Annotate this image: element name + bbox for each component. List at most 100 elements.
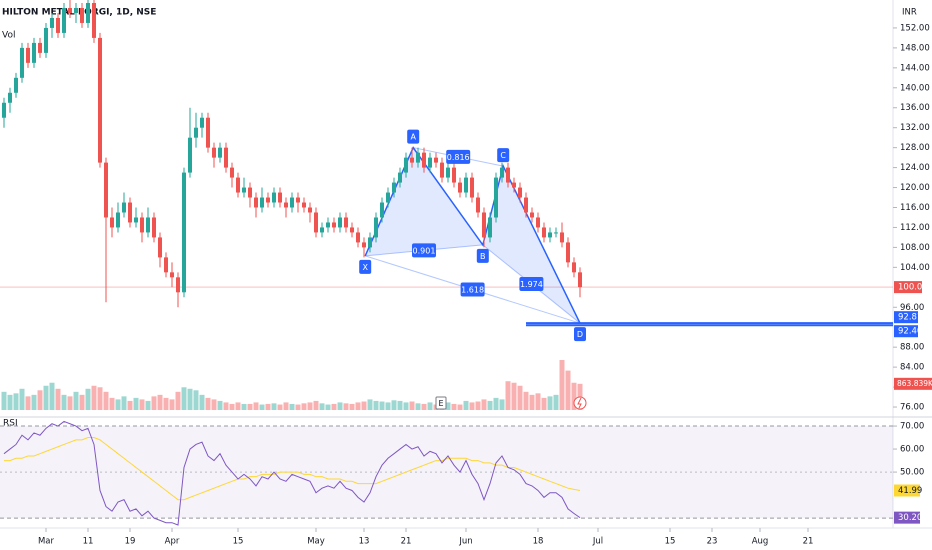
volume-bar — [1, 391, 7, 410]
volume-bar — [529, 394, 535, 410]
point-box — [574, 327, 586, 342]
volume-bar — [541, 397, 547, 410]
volume-bar — [307, 402, 313, 410]
candle-body — [266, 197, 270, 203]
currency: INR — [902, 8, 917, 18]
y-tick-label: 112.00 — [900, 223, 930, 233]
candle-body — [254, 197, 258, 208]
candle-body — [158, 237, 162, 258]
event-label: E — [438, 399, 443, 408]
volume-bar — [313, 400, 319, 410]
volume-bar — [139, 399, 145, 410]
volume-bar — [151, 396, 157, 410]
volume-bar — [559, 360, 565, 410]
candle-body — [314, 212, 318, 233]
volume-bar — [511, 382, 517, 410]
volume-bar — [349, 403, 355, 410]
candle-body — [278, 192, 282, 203]
rsi-line — [3, 420, 581, 526]
rsi-tick-label: 70.00 — [900, 422, 924, 432]
volume-bar — [397, 400, 403, 410]
candle-body — [32, 42, 36, 63]
y-tick-label: 144.00 — [900, 63, 930, 73]
volume-bar — [97, 387, 103, 410]
candle-body — [380, 202, 384, 218]
volume-bar — [127, 400, 133, 410]
candle-body — [548, 232, 552, 238]
volume-bar — [415, 403, 421, 410]
volume-label: 863.839K — [897, 379, 932, 388]
y-tick-label: 88.00 — [900, 343, 924, 353]
candle-body — [464, 177, 468, 193]
point-box — [497, 148, 510, 163]
chart-title: HILTON METAL FORGI, 1D, NSE — [2, 8, 156, 18]
candle-body — [98, 37, 102, 163]
y-tick-label: 104.00 — [900, 263, 930, 273]
volume-bar — [403, 402, 409, 410]
candle-body — [128, 202, 132, 223]
ratio-label: 0.816 — [447, 153, 470, 162]
candle-body — [80, 7, 84, 23]
candle-body — [440, 162, 444, 178]
volume-bar — [289, 403, 295, 410]
candle-body — [134, 217, 138, 223]
candle-body — [116, 212, 120, 228]
pattern-xab — [365, 147, 483, 256]
point-box — [359, 259, 372, 274]
candle-body — [236, 177, 240, 193]
ratio-label: 0.901 — [413, 246, 436, 255]
y-tick-label: 124.00 — [900, 163, 930, 173]
candle-body — [170, 272, 174, 278]
candle-body — [230, 167, 234, 178]
rsi-tick-label: 50.00 — [900, 468, 924, 478]
x-tick-label: 21 — [401, 537, 412, 547]
volume-bar — [229, 403, 235, 410]
volume-bar — [463, 400, 469, 410]
candle-body — [374, 217, 378, 238]
volume-bar — [469, 402, 475, 410]
candle-body — [458, 182, 462, 193]
volume-bar — [145, 400, 151, 410]
candle-body — [536, 217, 540, 228]
x-tick-label: 15 — [665, 537, 676, 547]
candle-body — [416, 152, 420, 163]
ratio-label: 1.974 — [520, 280, 543, 289]
volume-bar — [109, 397, 115, 410]
level-label: 92.40 — [898, 327, 922, 337]
rsi-label: 30.20 — [898, 513, 922, 523]
candle-body — [14, 77, 18, 93]
volume-bar — [337, 402, 343, 410]
volume-bar — [163, 397, 169, 410]
level-box — [894, 311, 918, 324]
candle-body — [146, 217, 150, 233]
volume-bar — [367, 399, 373, 410]
candle-body — [200, 117, 204, 128]
volume-bar — [271, 403, 277, 410]
volume-bar — [79, 394, 85, 410]
candle-body — [8, 92, 12, 103]
x-tick-label: Mar — [38, 537, 55, 547]
candle-body — [332, 222, 336, 228]
volume-label-box — [894, 377, 932, 390]
y-tick-label: 84.00 — [900, 363, 924, 373]
candle-body — [392, 182, 396, 193]
volume-bar — [265, 403, 271, 410]
level-label: 92.81 — [898, 313, 922, 323]
volume-bar — [13, 393, 19, 410]
volume-bar — [67, 396, 73, 410]
ratio-box — [412, 243, 436, 258]
candle-body — [566, 242, 570, 263]
candle-body — [452, 167, 456, 183]
candle-body — [482, 212, 486, 238]
candle-body — [338, 217, 342, 228]
volume-bar — [103, 391, 109, 410]
candle-body — [326, 222, 330, 228]
point-label: C — [500, 151, 506, 160]
candle-body — [344, 217, 348, 228]
volume-bar — [55, 388, 61, 410]
volume-bar — [505, 381, 511, 410]
candle-body — [368, 237, 372, 248]
volume-bar — [133, 397, 139, 410]
alert-bolt — [577, 397, 582, 409]
y-tick-label: 120.00 — [900, 183, 930, 193]
